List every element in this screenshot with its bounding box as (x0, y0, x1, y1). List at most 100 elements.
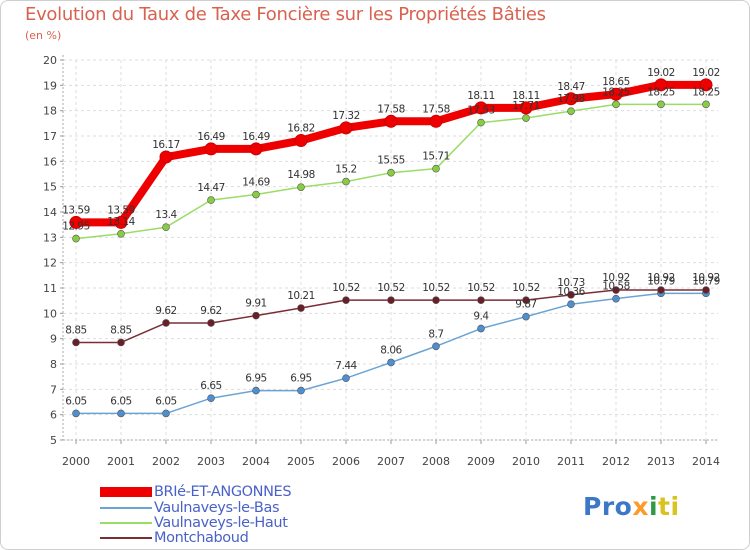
y-tick-label: 7 (50, 383, 57, 396)
data-point (702, 286, 710, 294)
data-point (252, 190, 260, 199)
proxiti-logo: Proxiti (583, 492, 680, 521)
y-tick-label: 13 (43, 231, 57, 244)
data-label: 9.87 (515, 299, 536, 311)
y-tick-labels: 5 6 7 8 9 10 11 12 13 14 15 16 17 18 19 20 (43, 54, 57, 447)
data-point (567, 107, 575, 115)
legend-item-montchaboud: Montchaboud (100, 530, 249, 546)
y-tick-label: 16 (43, 155, 57, 168)
data-label: 19.02 (692, 67, 720, 79)
x-tick-label: 2000 (62, 455, 90, 468)
data-label: 9.4 (473, 311, 489, 323)
data-label: 18.11 (512, 90, 540, 102)
data-point (162, 223, 170, 231)
data-label: 17.98 (557, 93, 585, 105)
data-point (117, 409, 125, 418)
data-label: 8.85 (110, 324, 131, 336)
data-point (429, 114, 443, 128)
data-label: 15.55 (377, 155, 405, 167)
data-point (117, 229, 125, 238)
data-label: 9.62 (155, 305, 176, 317)
legend-label: BRIé-ET-ANGONNES (154, 484, 292, 500)
data-label: 16.82 (287, 123, 315, 135)
x-tick-label: 2014 (692, 455, 720, 468)
data-point (522, 312, 530, 321)
data-label: 10.79 (692, 275, 720, 287)
data-point (117, 338, 125, 347)
x-tick-label: 2008 (422, 455, 450, 468)
data-point (72, 338, 80, 347)
legend-label: Vaulnaveys-le-Haut (154, 515, 288, 531)
data-label: 6.95 (290, 373, 311, 385)
data-label: 18.65 (602, 76, 630, 88)
data-point (207, 319, 215, 327)
series-group (69, 78, 713, 418)
data-label: 10.52 (377, 282, 405, 294)
data-point (699, 78, 713, 92)
data-point (207, 394, 215, 403)
data-label: 14.98 (287, 169, 315, 181)
data-label: 15.71 (422, 151, 450, 163)
data-label: 13.59 (62, 204, 90, 216)
data-labels: 13.59 13.59 16.17 16.49 16.49 16.82 17.32 17.58… (62, 67, 720, 408)
x-tick-label: 2009 (467, 455, 495, 468)
data-label: 19.02 (647, 67, 675, 79)
data-point (294, 134, 308, 148)
data-label: 6.05 (110, 395, 131, 407)
data-point (114, 215, 128, 229)
data-point (387, 296, 395, 304)
data-label: 18.11 (467, 90, 495, 102)
data-point (72, 234, 80, 243)
y-tick-label: 9 (50, 333, 57, 346)
x-tick-label: 2006 (332, 455, 360, 468)
data-label: 10.79 (647, 275, 675, 287)
data-point (522, 296, 530, 304)
legend-swatch (100, 522, 152, 524)
data-label: 6.65 (200, 380, 221, 392)
x-tick-label: 2011 (557, 455, 585, 468)
data-point (297, 386, 305, 395)
data-label: 6.05 (65, 395, 86, 407)
data-point (249, 142, 263, 156)
data-point (204, 142, 218, 156)
data-point (297, 183, 305, 191)
y-tick-label: 6 (50, 409, 57, 422)
x-tick-label: 2001 (107, 455, 135, 468)
data-label: 14.47 (197, 182, 225, 194)
data-label: 7.44 (335, 360, 357, 372)
data-label: 18.47 (557, 81, 585, 93)
legend-item-vaulnaveys-le-bas: Vaulnaveys-le-Bas (100, 500, 280, 516)
data-label: 10.36 (557, 286, 585, 298)
data-label: 6.95 (245, 373, 266, 385)
data-label: 18.25 (602, 86, 630, 98)
data-point (342, 374, 350, 382)
data-label: 9.62 (200, 305, 221, 317)
data-label: 18.25 (692, 86, 720, 98)
data-label: 13.4 (155, 209, 177, 221)
data-label: 10.92 (602, 272, 630, 284)
x-tick-label: 2007 (377, 455, 405, 468)
axes (60, 55, 718, 444)
data-label: 17.32 (332, 110, 360, 122)
data-point (69, 215, 83, 229)
data-label: 10.58 (602, 281, 630, 293)
legend-swatch (100, 507, 152, 509)
data-point (387, 358, 395, 367)
legend-swatch (100, 537, 152, 539)
y-tick-label: 20 (43, 54, 57, 67)
y-tick-label: 14 (43, 206, 57, 219)
x-tick-label: 2003 (197, 455, 225, 468)
legend-label: Montchaboud (154, 530, 249, 546)
x-tick-label: 2010 (512, 455, 540, 468)
data-label: 8.7 (428, 328, 443, 340)
data-point (162, 409, 170, 418)
data-label: 6.05 (155, 395, 176, 407)
x-tick-label: 2002 (152, 455, 180, 468)
data-label: 10.73 (557, 277, 585, 289)
data-point (432, 164, 440, 173)
data-label: 17.58 (422, 103, 450, 115)
data-point (162, 319, 170, 327)
y-tick-label: 5 (50, 434, 57, 447)
data-point (384, 114, 398, 128)
